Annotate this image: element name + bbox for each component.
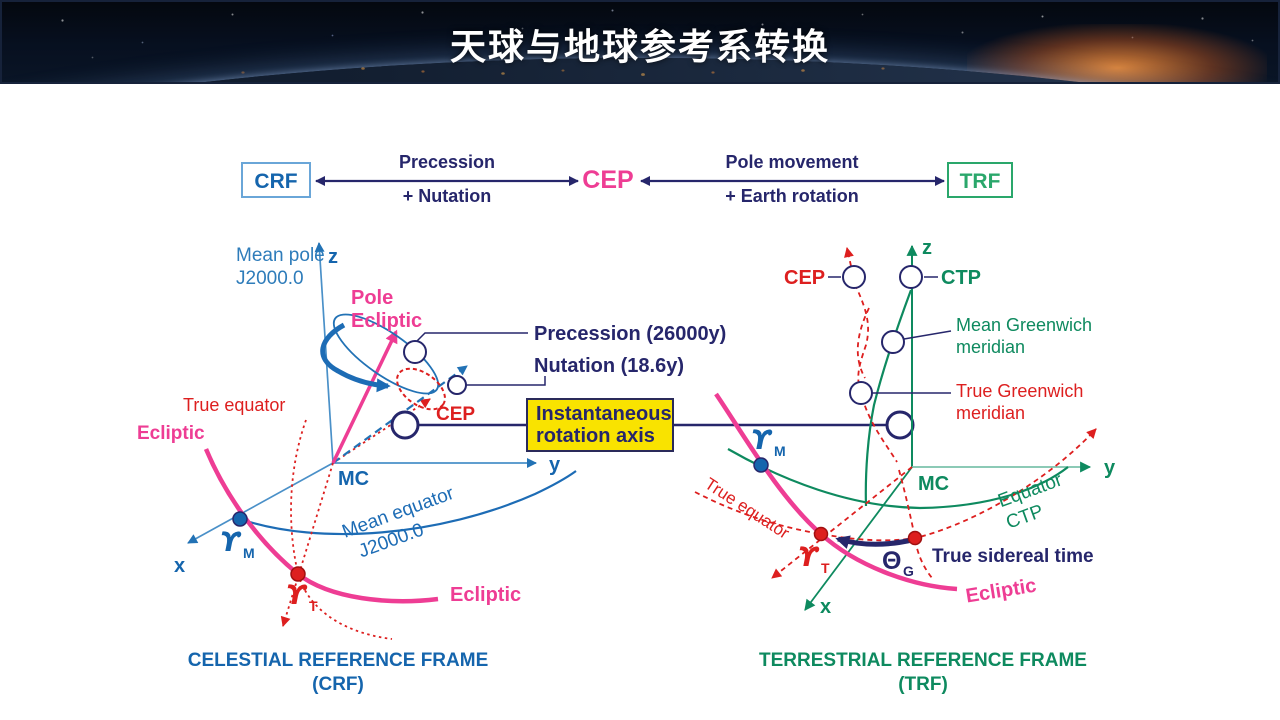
sun-glow-decoration <box>967 24 1267 82</box>
terrestrial-caption-line1: TERRESTRIAL REFERENCE FRAME <box>759 650 1087 671</box>
true-equator-label-left: True equator <box>183 395 285 415</box>
gamma-true-subscript-left: T <box>309 598 318 614</box>
reference-frame-diagram: CRF Precession + Nutation CEP Pole movem… <box>137 152 1116 695</box>
trf-box <box>947 162 1013 198</box>
precession-leader-line <box>416 332 528 342</box>
crf-origin-label: MC <box>338 468 369 490</box>
nutation-marker-circle <box>447 375 467 395</box>
meridian-equator-point <box>907 530 923 546</box>
terrestrial-caption-line2: (TRF) <box>898 674 948 695</box>
mean-greenwich-label-line2: meridian <box>956 337 1025 357</box>
mean-greenwich-marker-circle <box>881 330 905 354</box>
true-meridian-upper-dashed <box>854 283 898 463</box>
mean-equator-label-group: Mean equator J2000.0 <box>339 483 457 563</box>
ecliptic-upper-label: Ecliptic <box>137 423 205 444</box>
nutation-period-label: Nutation (18.6y) <box>534 355 684 377</box>
slide-header: 天球与地球参考系转换 <box>0 0 1280 84</box>
cep-marker-circle <box>842 265 866 289</box>
precession-motion-arrow <box>320 322 391 393</box>
ecliptic-label-group-right: Ecliptic <box>964 575 1038 608</box>
pole-ecliptic-label-line1: Pole <box>351 287 393 309</box>
gamma-mean-subscript-right: M <box>774 443 786 459</box>
instantaneous-axis-label-line2: rotation axis <box>536 425 655 447</box>
true-sidereal-time-label: True sidereal time <box>932 546 1094 567</box>
crf-box-label: CRF <box>254 170 297 193</box>
precession-marker-circle <box>403 340 427 364</box>
crf-box <box>241 162 311 198</box>
true-equinox-point-right <box>813 526 829 542</box>
pole-movement-arrow-label: Pole movement <box>725 152 858 172</box>
mean-pole-label-line1: Mean pole <box>236 245 325 266</box>
gamma-mean-symbol-left: ϒ <box>220 527 243 558</box>
mean-equinox-point-right <box>753 457 769 473</box>
crf-y-axis-label: y <box>549 454 561 476</box>
precession-arrow-label: Precession <box>399 152 495 172</box>
mean-equinox-point <box>232 511 248 527</box>
nutation-ellipse <box>396 367 446 411</box>
polar-motion-spiral-strand <box>856 307 870 379</box>
trf-x-axis-label: x <box>820 596 831 618</box>
trf-origin-label: MC <box>918 473 949 495</box>
true-greenwich-marker-circle <box>849 381 873 405</box>
ecliptic-label-right: Ecliptic <box>964 575 1038 608</box>
trf-z-axis-label: z <box>922 237 932 259</box>
nutation-arrow-label: + Nutation <box>403 186 492 206</box>
true-greenwich-label-line2: meridian <box>956 403 1025 423</box>
gamma-true-subscript-right: T <box>821 560 830 576</box>
trf-box-label: TRF <box>960 170 1001 193</box>
slide-title: 天球与地球参考系转换 <box>449 26 830 67</box>
cep-flow-label: CEP <box>582 166 633 194</box>
true-equator-curve-right <box>694 428 1097 542</box>
true-meridian-lower-dashed <box>898 469 933 579</box>
nutation-leader-line <box>466 376 546 386</box>
celestial-caption-line2: (CRF) <box>312 674 364 695</box>
true-equinox-direction-right <box>771 466 913 579</box>
gamma-mean-subscript-left: M <box>243 545 255 561</box>
equator-ctp-label-group: Equator CTP <box>995 469 1065 533</box>
crf-z-axis <box>314 242 334 464</box>
theta-g-subscript: G <box>903 563 914 579</box>
crf-x-axis-label: x <box>174 555 185 577</box>
pole-ecliptic-arrow <box>331 329 398 464</box>
celestial-caption-line1: CELESTIAL REFERENCE FRAME <box>188 650 489 671</box>
gamma-true-symbol-left: ϒ <box>286 580 309 611</box>
instantaneous-axis-box <box>526 398 674 452</box>
sidereal-time-arrow <box>835 535 913 549</box>
mean-greenwich-label-line1: Mean Greenwich <box>956 315 1092 335</box>
celestial-frame: Mean pole J2000.0 z y x Pole Ecliptic Pr… <box>137 242 726 695</box>
ctp-label: CTP <box>941 267 981 289</box>
true-greenwich-label-line1: True Greenwich <box>956 381 1083 401</box>
earth-rotation-arrow-label: + Earth rotation <box>725 186 859 206</box>
cep-axis-arrow-right <box>844 247 854 267</box>
cep-label-right: CEP <box>784 267 825 289</box>
terrestrial-frame: CEP CTP z y x Mean Greenwich meridian Tr… <box>694 237 1116 695</box>
precession-period-label: Precession (26000y) <box>534 323 726 345</box>
mean-greenwich-meridian-curve <box>864 289 913 507</box>
trf-y-axis-label: y <box>1104 457 1116 479</box>
axis-marker-circle-left <box>390 410 420 440</box>
mean-greenwich-leader-line <box>903 330 952 340</box>
mean-equator-curve <box>239 470 577 536</box>
true-equinox-direction-line <box>280 462 334 627</box>
gamma-true-symbol-right: ϒ <box>798 542 821 573</box>
true-equinox-point <box>290 566 306 582</box>
pole-ecliptic-label-line2: Ecliptic <box>351 310 422 332</box>
flow-row: CRF Precession + Nutation CEP Pole movem… <box>241 152 1013 206</box>
ctp-marker-circle <box>899 265 923 289</box>
ecliptic-lower-label: Ecliptic <box>450 584 521 606</box>
equator-ctp-curve <box>727 448 1069 510</box>
cep-label-left: CEP <box>436 404 475 425</box>
axis-marker-circle-right <box>885 410 915 440</box>
mean-pole-label-line2: J2000.0 <box>236 268 304 289</box>
trf-x-axis <box>804 466 913 611</box>
crf-x-axis <box>187 462 334 544</box>
crf-z-axis-label: z <box>328 246 338 268</box>
precession-circle-ellipse <box>332 313 440 395</box>
instantaneous-axis-label-line1: Instantaneous <box>536 403 672 425</box>
theta-g-symbol: Θ <box>882 547 901 575</box>
gamma-mean-symbol-right: ϒ <box>751 425 774 456</box>
